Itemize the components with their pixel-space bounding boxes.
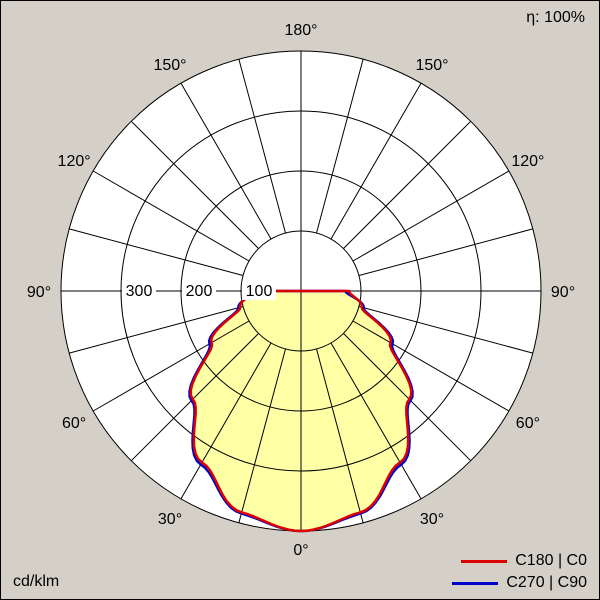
angle-label-150: 150° (415, 57, 448, 74)
legend-label-c270-c90: C270 | C90 (506, 574, 587, 591)
grid-spoke (92, 320, 250, 412)
grid-spoke (330, 342, 422, 500)
curve-c180-c0 (189, 289, 413, 533)
angle-label-120: 120° (58, 153, 91, 170)
angle-label-90: 90° (551, 284, 575, 301)
legend-line-blue-icon (452, 581, 499, 585)
tick-label-bg (182, 282, 216, 300)
tick-label-bg (122, 282, 156, 300)
radial-tick-200: 200 (186, 283, 213, 300)
legend-line-red-icon (461, 559, 508, 563)
angle-label-90: 90° (27, 284, 51, 301)
legend-item-c180-c0: C180 | C0 (452, 552, 587, 570)
grid-spoke (69, 306, 244, 354)
angle-label-30: 30° (420, 511, 444, 528)
grid-spoke (238, 59, 286, 234)
grid-spoke (358, 306, 533, 354)
grid-spoke (358, 228, 533, 276)
grid-spoke (352, 320, 510, 412)
grid-spoke (352, 170, 510, 262)
radial-tick-labels: 300 200 100 (122, 282, 276, 300)
angle-label-60: 60° (516, 415, 540, 432)
grid-spoke (130, 120, 259, 249)
legend-item-c270-c90: C270 | C90 (452, 574, 587, 592)
angle-label-60: 60° (62, 415, 86, 432)
grid-spoke (180, 82, 272, 240)
angle-label-180: 180° (284, 22, 317, 39)
grid-spoke (69, 228, 244, 276)
radial-tick-300: 300 (126, 283, 153, 300)
angle-labels: 0° 30° 30° 60° 60° 90° 90° 120° 120° 150° 150° 180° (27, 22, 575, 559)
efficiency-label: η: 100% (526, 9, 585, 26)
grid-spoke (343, 333, 472, 462)
grid-spoke (316, 348, 364, 523)
tick-label-bg (242, 282, 276, 300)
legend-label-c180-c0: C180 | C0 (515, 552, 587, 569)
grid-spoke (343, 120, 472, 249)
angle-label-120: 120° (511, 153, 544, 170)
angle-label-0: 0° (293, 542, 308, 559)
grid-spoke (330, 82, 422, 240)
grid-spoke (92, 170, 250, 262)
legend: C180 | C0 C270 | C90 (452, 552, 587, 592)
grid-spoke (316, 59, 364, 234)
grid-spoke (180, 342, 272, 500)
radial-tick-100: 100 (246, 283, 273, 300)
angle-label-30: 30° (158, 511, 182, 528)
grid-spoke (130, 333, 259, 462)
units-label: cd/klm (13, 573, 60, 590)
angle-label-150: 150° (153, 57, 186, 74)
grid-spoke (238, 348, 286, 523)
